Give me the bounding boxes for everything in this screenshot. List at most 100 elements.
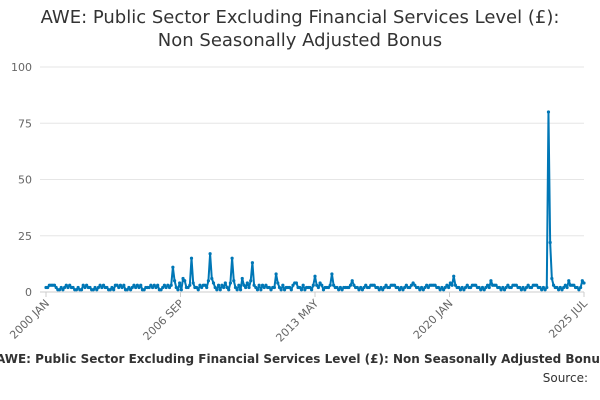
data-point [477,285,481,290]
data-point [401,288,405,292]
data-point [288,285,292,290]
data-point [81,283,85,287]
data-point [519,288,524,292]
data-point [332,283,336,287]
data-point [529,285,534,290]
data-point [557,288,561,292]
data-point [147,285,151,290]
data-point [313,274,317,278]
data-point [487,285,491,290]
data-point [550,276,554,281]
data-point [318,281,322,285]
data-point [183,279,187,283]
data-point [200,285,204,290]
data-point [100,285,104,290]
data-point [68,283,72,287]
data-point [96,285,101,290]
data-point [453,283,458,287]
data-point [259,288,263,292]
data-point [85,283,89,287]
data-point [350,279,354,283]
data-point [348,283,353,287]
data-point [64,283,68,287]
data-point [541,285,546,290]
data-point [127,285,131,290]
data-point [408,285,412,290]
data-point [355,285,359,290]
data-point [458,288,463,292]
data-point [457,285,461,290]
data-point [364,283,368,287]
data-point [211,281,216,285]
data-point [76,285,80,290]
data-point [299,288,304,292]
data-point [504,285,508,290]
source-label: Source: [542,371,588,385]
data-point [59,285,63,290]
data-point [71,285,75,290]
data-point [577,288,581,292]
data-point [198,283,202,287]
data-point [538,285,542,290]
data-point [194,285,199,290]
chart-title: AWE: Public Sector Excluding Financial S… [0,6,600,52]
data-point [232,279,236,283]
data-point [494,283,498,287]
data-point [357,288,361,292]
data-point [321,288,326,292]
data-point [543,288,547,292]
data-point [139,283,143,287]
data-point [558,285,562,290]
data-point [79,288,84,292]
data-point [274,272,278,276]
data-point [360,288,364,292]
data-point [567,279,571,283]
data-point [74,288,79,292]
data-point [396,285,400,290]
data-point [548,240,552,245]
data-point [154,285,158,290]
data-point [237,283,241,287]
data-point [303,288,307,292]
data-point [403,285,407,290]
data-point [526,283,530,287]
data-point [95,288,99,292]
data-point [267,285,271,290]
data-point [551,283,556,287]
data-point [433,283,437,287]
data-point [479,288,483,292]
data-point [384,283,388,287]
data-point [572,283,576,287]
data-point [135,283,139,287]
data-point [298,285,302,290]
data-point [88,285,92,290]
data-point [521,285,525,290]
data-point [213,285,217,290]
data-point [382,285,386,290]
data-point [485,283,490,287]
data-point [223,281,227,285]
data-point [291,283,295,287]
gridlines [40,66,584,293]
data-point [448,281,452,285]
data-point [419,285,424,290]
data-point [359,285,363,290]
data-point [379,285,383,290]
data-point [377,288,381,292]
data-point [352,283,356,287]
data-point [203,283,207,287]
data-point [381,288,385,292]
data-point [465,283,469,287]
data-point [238,288,243,292]
data-point [272,285,276,290]
data-point [159,288,163,292]
data-point [210,276,214,281]
data-point [279,288,283,292]
data-point [230,256,234,260]
data-point [301,283,305,287]
data-point [117,285,121,290]
data-point [164,285,168,290]
data-point [235,288,239,292]
data-point [399,285,403,290]
